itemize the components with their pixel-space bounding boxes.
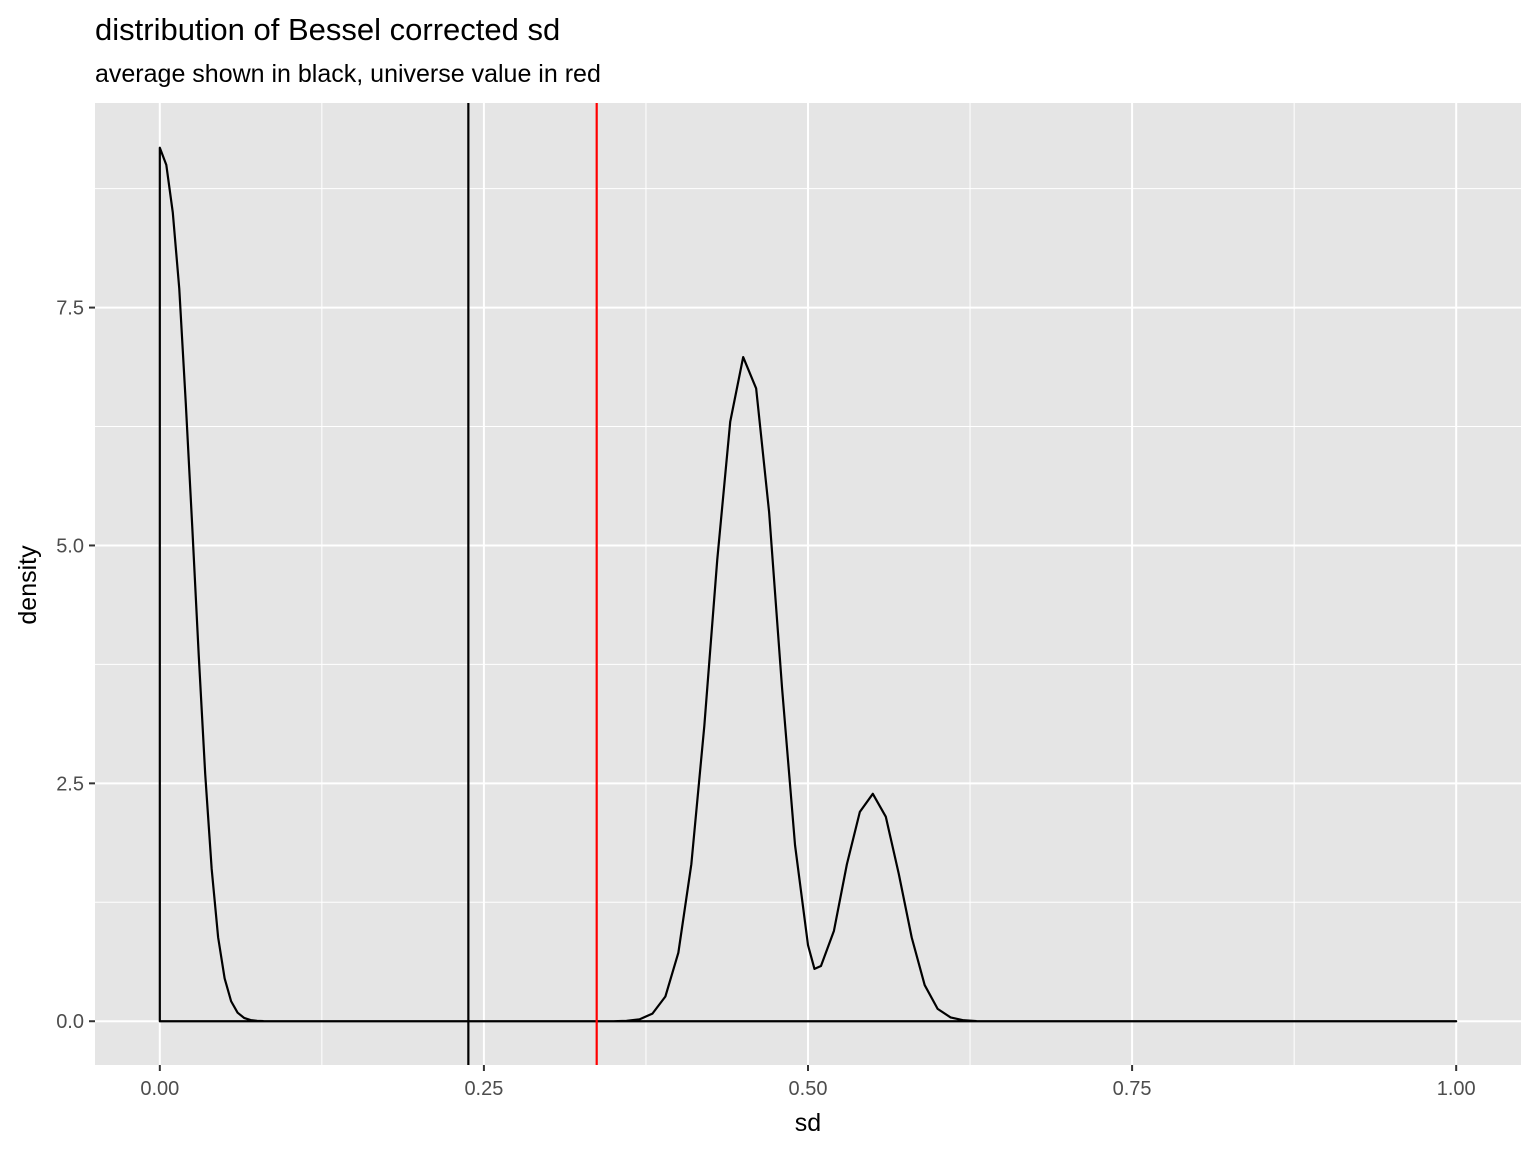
series-layer [158,103,1458,1065]
x-tick-label: 0.25 [464,1078,503,1100]
x-tick-label: 1.00 [1437,1078,1476,1100]
axes-layer: 0.00 0.25 0.50 0.75 1.00 0.0 2.5 5.0 7.5 [56,298,1475,1100]
chart-subtitle: average shown in black, universe value i… [95,60,601,88]
y-tick-label: 0.0 [56,1011,84,1033]
y-axis-title: density [14,545,42,625]
y-tick-label: 5.0 [56,535,84,557]
x-tick-label: 0.75 [1113,1078,1152,1100]
x-axis-title: sd [795,1109,821,1137]
x-tick-label: 0.50 [789,1078,828,1100]
y-tick-label: 2.5 [56,773,84,795]
x-tick-label: 0.00 [140,1078,179,1100]
density-curve [158,146,1458,1023]
y-tick-label: 7.5 [56,298,84,320]
chart-title: distribution of Bessel corrected sd [95,12,560,47]
